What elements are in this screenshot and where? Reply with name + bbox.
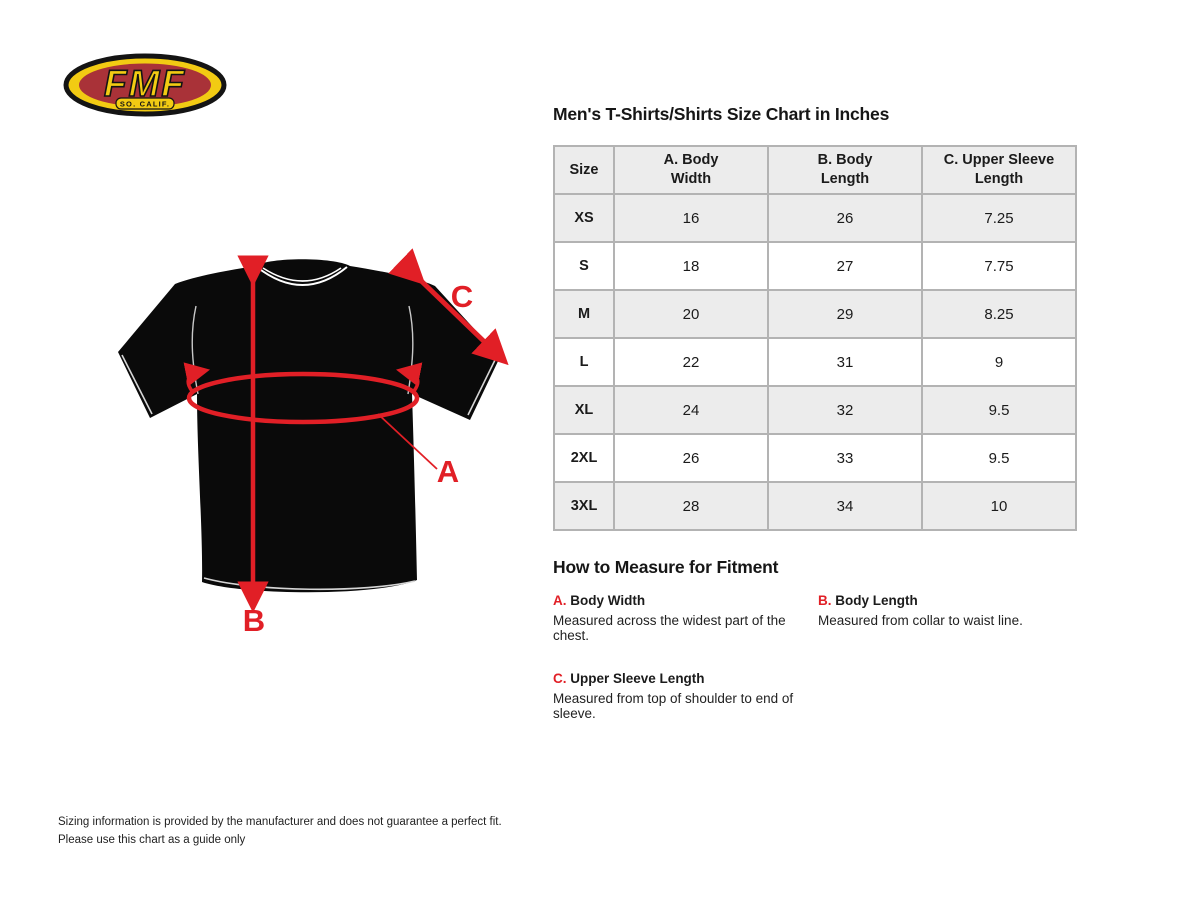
cell-size: 2XL: [553, 433, 615, 483]
cell-body-width: 16: [613, 193, 769, 243]
cell-sleeve-length: 9.5: [921, 433, 1077, 483]
measure-label: Body Length: [835, 593, 918, 608]
measure-label: Upper Sleeve Length: [570, 671, 705, 686]
table-row: L 22 31 9: [553, 337, 1077, 387]
col-header-body-length: B. Body Length: [767, 145, 923, 195]
table-row: XL 24 32 9.5: [553, 385, 1077, 435]
label-a: A: [437, 454, 459, 489]
cell-body-length: 27: [767, 241, 923, 291]
table-row: M 20 29 8.25: [553, 289, 1077, 339]
cell-body-width: 26: [613, 433, 769, 483]
measure-item-body-width: A. Body Width Measured across the widest…: [553, 593, 818, 643]
cell-body-width: 24: [613, 385, 769, 435]
table-row: XS 16 26 7.25: [553, 193, 1077, 243]
cell-body-width: 28: [613, 481, 769, 531]
right-cuff-line: [467, 359, 496, 416]
body-width-band: [186, 371, 420, 425]
table-header-row: Size A. Body Width B. Body Length C. Upp…: [553, 145, 1077, 195]
tshirt-diagram: A B C: [100, 248, 520, 648]
cell-size: 3XL: [553, 481, 615, 531]
cell-size: XL: [553, 385, 615, 435]
measure-description: Measured from collar to waist line.: [818, 613, 1023, 628]
size-chart-title: Men's T-Shirts/Shirts Size Chart in Inch…: [553, 104, 890, 124]
left-cuff-line: [121, 354, 153, 415]
cell-sleeve-length: 9: [921, 337, 1077, 387]
disclaimer: Sizing information is provided by the ma…: [58, 814, 502, 850]
measure-label: Body Width: [570, 593, 646, 608]
collar-inner-line: [262, 267, 342, 282]
measure-prefix: A.: [553, 593, 567, 608]
tshirt-silhouette: [118, 259, 500, 593]
col-header-body-width-label: A. Body Width: [663, 152, 719, 187]
cell-body-width: 18: [613, 241, 769, 291]
logo-brand-text: FMF: [104, 63, 186, 104]
cell-sleeve-length: 9.5: [921, 385, 1077, 435]
table-row: S 18 27 7.75: [553, 241, 1077, 291]
measure-item-sleeve-length: C. Upper Sleeve Length Measured from top…: [553, 671, 818, 721]
how-to-measure-title: How to Measure for Fitment: [553, 557, 779, 577]
size-chart-section: Men's T-Shirts/Shirts Size Chart in Inch…: [553, 104, 1077, 721]
how-to-measure-list: A. Body Width Measured across the widest…: [553, 593, 1076, 721]
logo-subtext: SO. CALIF.: [120, 100, 170, 109]
col-header-body-length-label: B. Body Length: [817, 152, 873, 187]
cell-body-length: 29: [767, 289, 923, 339]
cell-body-length: 33: [767, 433, 923, 483]
col-header-size: Size: [553, 145, 615, 195]
measure-item-title: C. Upper Sleeve Length: [553, 671, 818, 686]
measure-description: Measured across the widest part of the c…: [553, 613, 786, 643]
table-row: 3XL 28 34 10: [553, 481, 1077, 531]
cell-sleeve-length: 7.75: [921, 241, 1077, 291]
cell-body-length: 31: [767, 337, 923, 387]
hem-line: [203, 577, 416, 591]
measure-item-title: A. Body Width: [553, 593, 818, 608]
table-row: 2XL 26 33 9.5: [553, 433, 1077, 483]
band-hook-right: [395, 362, 423, 393]
body-width-pointer: [377, 413, 438, 470]
measure-item-body-length: B. Body Length Measured from collar to w…: [818, 593, 1076, 643]
tshirt-diagram-graphic: A B C: [118, 248, 509, 638]
cell-body-width: 22: [613, 337, 769, 387]
cell-sleeve-length: 8.25: [921, 289, 1077, 339]
cell-size: S: [553, 241, 615, 291]
col-header-sleeve-length: C. Upper Sleeve Length: [921, 145, 1077, 195]
measure-prefix: C.: [553, 671, 567, 686]
label-c: C: [451, 279, 473, 314]
cell-body-width: 20: [613, 289, 769, 339]
cell-sleeve-length: 10: [921, 481, 1077, 531]
disclaimer-line-2: Please use this chart as a guide only: [58, 833, 246, 846]
cell-size: L: [553, 337, 615, 387]
cell-size: XS: [553, 193, 615, 243]
cell-size: M: [553, 289, 615, 339]
col-header-body-width: A. Body Width: [613, 145, 769, 195]
cell-body-length: 32: [767, 385, 923, 435]
logo-inner-oval: [79, 63, 211, 107]
disclaimer-line-1: Sizing information is provided by the ma…: [58, 816, 502, 828]
measure-description: Measured from top of shoulder to end of …: [553, 691, 794, 721]
logo-banner: [115, 97, 175, 110]
fmf-logo: FMF SO. CALIF.: [62, 52, 228, 120]
cell-sleeve-length: 7.25: [921, 193, 1077, 243]
cell-body-length: 34: [767, 481, 923, 531]
fmf-logo-graphic: FMF SO. CALIF.: [63, 53, 227, 117]
sleeve-length-arrow: [388, 248, 509, 366]
col-header-sleeve-length-label: C. Upper Sleeve Length: [943, 152, 1055, 187]
measure-item-title: B. Body Length: [818, 593, 1076, 608]
label-b: B: [243, 603, 265, 638]
cell-body-length: 26: [767, 193, 923, 243]
size-chart-table: Size A. Body Width B. Body Length C. Upp…: [553, 145, 1077, 531]
band-hook-left: [183, 362, 211, 393]
measure-prefix: B.: [818, 593, 832, 608]
